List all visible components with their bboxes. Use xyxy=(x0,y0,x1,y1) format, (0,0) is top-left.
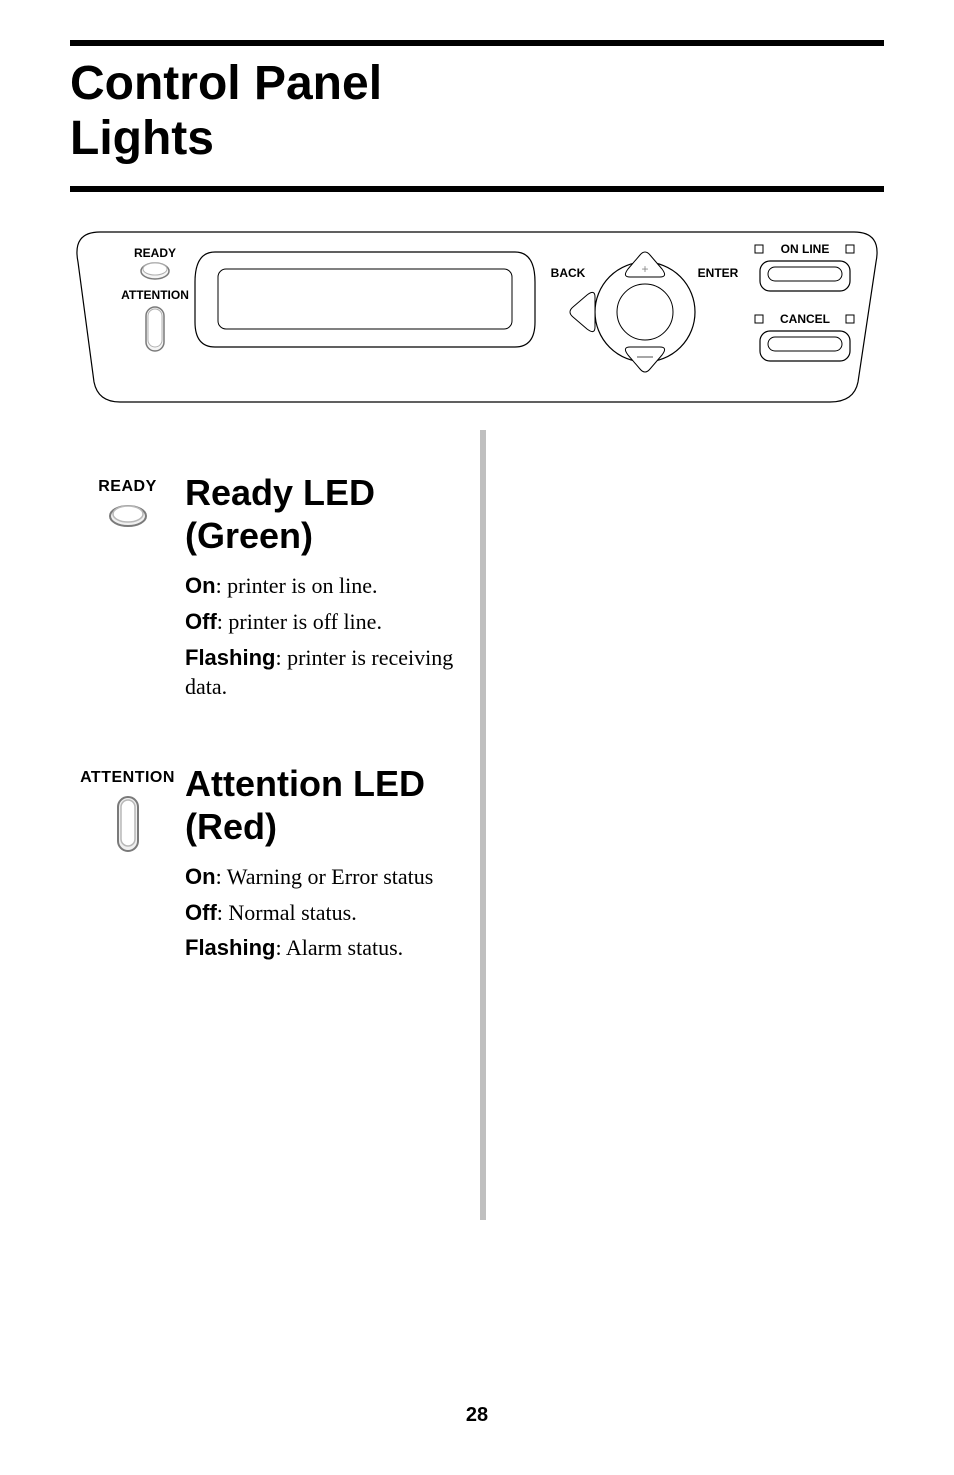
attention-line-on: On: Warning or Error status xyxy=(185,862,485,892)
panel-ready-label: READY xyxy=(134,246,176,260)
panel-ready-led-inner-icon xyxy=(143,263,167,275)
ready-on-rest: : printer is on line. xyxy=(216,573,378,598)
page: Control Panel Lights READY ATTENTION BAC… xyxy=(0,0,954,1475)
attention-label: ATTENTION xyxy=(70,769,185,787)
page-number: 28 xyxy=(0,1404,954,1427)
attention-heading-line1: Attention LED xyxy=(185,763,425,804)
attention-off-rest: : Normal status. xyxy=(217,900,357,925)
ready-off-rest: : printer is off line. xyxy=(217,609,382,634)
ready-label-col: READY xyxy=(70,472,185,533)
ready-line-on: On: printer is on line. xyxy=(185,571,485,601)
panel-dial-inner-icon xyxy=(617,284,673,340)
led-oval-green-icon xyxy=(106,502,150,528)
panel-online-button-inner-icon xyxy=(768,267,842,281)
attention-led-icon-wrap xyxy=(70,793,185,862)
panel-attention-led-inner-icon xyxy=(148,309,162,347)
ready-led-icon-wrap xyxy=(70,502,185,533)
ready-heading-line1: Ready LED xyxy=(185,472,375,513)
ready-desc-col: Ready LED (Green) On: printer is on line… xyxy=(185,472,485,708)
column-divider xyxy=(480,430,486,1220)
ready-line-flashing: Flashing: printer is receiving data. xyxy=(185,643,485,702)
control-panel-diagram: READY ATTENTION BACK + ENTER xyxy=(70,227,884,422)
panel-enter-label: ENTER xyxy=(698,266,739,280)
ready-off-bold: Off xyxy=(185,609,217,634)
panel-cancel-button-inner-icon xyxy=(768,337,842,351)
attention-heading: Attention LED (Red) xyxy=(185,763,485,848)
attention-line-off: Off: Normal status. xyxy=(185,898,485,928)
attention-on-bold: On xyxy=(185,864,216,889)
panel-attention-label: ATTENTION xyxy=(121,288,189,302)
panel-online-label: ON LINE xyxy=(781,242,830,256)
ready-label: READY xyxy=(70,478,185,496)
ready-heading-line2: (Green) xyxy=(185,515,313,556)
panel-cancel-label: CANCEL xyxy=(780,312,830,326)
attention-heading-line2: (Red) xyxy=(185,806,277,847)
page-title: Control Panel Lights xyxy=(70,56,884,166)
panel-svg: READY ATTENTION BACK + ENTER xyxy=(70,227,884,422)
ready-heading: Ready LED (Green) xyxy=(185,472,485,557)
panel-lcd-inner-icon xyxy=(218,269,512,329)
attention-off-bold: Off xyxy=(185,900,217,925)
attention-desc-col: Attention LED (Red) On: Warning or Error… xyxy=(185,763,485,969)
attention-flash-rest: : Alarm status. xyxy=(275,935,403,960)
top-rule xyxy=(70,40,884,46)
section-ready: READY Ready LED (Green) On: printer is o… xyxy=(70,472,884,708)
attention-line-flashing: Flashing: Alarm status. xyxy=(185,933,485,963)
title-line-1: Control Panel xyxy=(70,57,382,110)
title-line-2: Lights xyxy=(70,112,214,165)
panel-back-label: BACK xyxy=(551,266,586,280)
attention-flash-bold: Flashing xyxy=(185,935,275,960)
title-underline xyxy=(70,186,884,192)
ready-flash-bold: Flashing xyxy=(185,645,275,670)
led-pill-red-icon xyxy=(113,793,143,857)
panel-up-plus-icon: + xyxy=(641,262,648,276)
ready-on-bold: On xyxy=(185,573,216,598)
section-attention: ATTENTION Attention LED (Red) On: Warnin… xyxy=(70,763,884,969)
attention-on-rest: : Warning or Error status xyxy=(216,864,434,889)
ready-line-off: Off: printer is off line. xyxy=(185,607,485,637)
attention-label-col: ATTENTION xyxy=(70,763,185,862)
